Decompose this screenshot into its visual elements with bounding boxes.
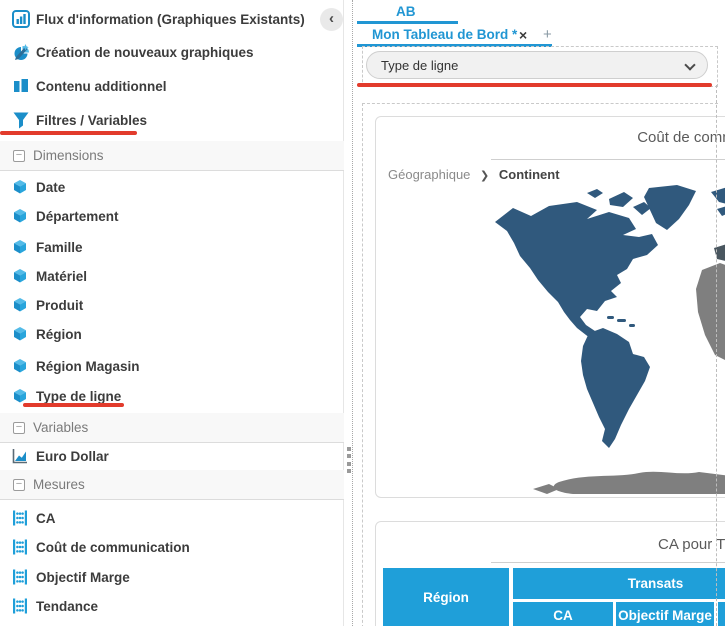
nav-label: Création de nouveaux graphiques — [36, 44, 254, 60]
cube-icon — [12, 268, 28, 284]
item-label: Objectif Marge — [36, 569, 130, 585]
tab-page[interactable]: Mon Tableau de Bord * — [372, 27, 518, 42]
table-header-objectif-marge[interactable]: Objectif Marge — [616, 602, 714, 626]
tab-underline — [357, 21, 458, 24]
nav-label: Contenu additionnel — [36, 78, 167, 94]
item-label: Type de ligne — [36, 388, 122, 404]
sidebar: Flux d'information (Graphiques Existants… — [0, 0, 344, 626]
breadcrumb-separator-icon: ❯ — [480, 170, 490, 182]
red-underline-annotation — [357, 83, 712, 87]
select-value: Type de ligne — [381, 57, 459, 73]
add-tab-icon[interactable]: + — [543, 26, 552, 43]
cube-icon — [12, 208, 28, 224]
close-tab-icon[interactable]: × — [519, 27, 528, 43]
area-chart-icon — [12, 448, 28, 464]
item-label: Région — [36, 326, 82, 342]
content-drop-zone — [362, 103, 718, 626]
abacus-icon — [12, 598, 28, 614]
cube-icon — [12, 326, 28, 342]
canvas-right-dashed-border — [716, 85, 717, 626]
sidebar-item-type-de-ligne[interactable]: Type de ligne — [0, 381, 344, 411]
item-label: Coût de communication — [36, 539, 190, 555]
item-label: Famille — [36, 239, 83, 255]
section-header-mesures[interactable]: − Mesures — [0, 470, 344, 500]
splitter-grip-handle[interactable] — [347, 447, 352, 473]
bar-chart-icon — [12, 10, 30, 28]
item-label: Tendance — [36, 598, 99, 614]
sidebar-collapse-button[interactable]: ‹ — [320, 8, 343, 31]
sidebar-item-famille[interactable]: Famille — [0, 232, 344, 262]
sidebar-item-flux-information[interactable]: Flux d'information (Graphiques Existants… — [0, 4, 344, 34]
table-header-transats[interactable]: Transats — [513, 568, 725, 599]
sidebar-item-cout-communication[interactable]: Coût de communication — [0, 532, 344, 562]
panel-title: Coût de communication — [637, 129, 725, 146]
cube-icon — [12, 388, 28, 404]
title-divider — [491, 159, 725, 160]
red-underline-annotation — [0, 131, 137, 135]
columns-icon — [12, 77, 30, 95]
tab-dashboard-group[interactable]: AB — [396, 4, 416, 19]
sidebar-item-objectif-marge[interactable]: Objectif Marge — [0, 562, 344, 592]
sidebar-item-materiel[interactable]: Matériel — [0, 261, 344, 291]
sidebar-item-ca[interactable]: CA — [0, 503, 344, 533]
breadcrumb-leaf: Continent — [498, 167, 560, 182]
sidebar-item-departement[interactable]: Département — [0, 201, 344, 231]
map-chart-panel: Coût de communication Géographique ❯ Con… — [375, 116, 725, 498]
title-divider — [491, 562, 725, 563]
table-header-region[interactable]: Région — [383, 568, 509, 626]
cube-icon — [12, 239, 28, 255]
data-table: Région Transats CA Objectif Marge — [383, 568, 725, 626]
nav-label: Flux d'information (Graphiques Existants… — [36, 11, 305, 27]
panel-title: CA pour Transats — [658, 536, 725, 553]
breadcrumb: Géographique ❯ Continent — [388, 167, 560, 182]
world-map[interactable] — [381, 185, 725, 497]
item-label: Produit — [36, 297, 84, 313]
cube-icon — [12, 179, 28, 195]
section-label: Variables — [33, 420, 89, 435]
tab-underline — [357, 44, 552, 47]
sidebar-item-euro-dollar[interactable]: Euro Dollar — [0, 441, 344, 471]
table-header-ca[interactable]: CA — [513, 602, 613, 626]
chevron-down-icon — [684, 59, 696, 71]
sidebar-item-contenu-additionnel[interactable]: Contenu additionnel — [0, 71, 344, 101]
abacus-icon — [12, 569, 28, 585]
cube-icon — [12, 297, 28, 313]
abacus-icon — [12, 539, 28, 555]
sidebar-item-creation-graphiques[interactable]: Création de nouveaux graphiques — [0, 37, 344, 67]
sidebar-item-region-magasin[interactable]: Région Magasin — [0, 351, 344, 381]
collapse-minus-icon[interactable]: − — [13, 479, 25, 491]
collapse-minus-icon[interactable]: − — [13, 422, 25, 434]
item-label: Matériel — [36, 268, 88, 284]
nav-label: Filtres / Variables — [36, 112, 148, 128]
table-header-cut — [718, 602, 725, 626]
sidebar-item-produit[interactable]: Produit — [0, 290, 344, 320]
breadcrumb-root[interactable]: Géographique — [388, 167, 471, 182]
section-label: Mesures — [33, 477, 85, 492]
abacus-icon — [12, 510, 28, 526]
sidebar-item-region[interactable]: Région — [0, 319, 344, 349]
section-label: Dimensions — [33, 148, 104, 163]
collapse-minus-icon[interactable]: − — [13, 150, 25, 162]
splitter-line — [352, 0, 353, 626]
item-label: CA — [36, 510, 56, 526]
red-underline-annotation — [23, 403, 124, 407]
item-label: Région Magasin — [36, 358, 140, 374]
funnel-icon — [12, 111, 30, 129]
sidebar-item-filtres-variables[interactable]: Filtres / Variables — [0, 105, 344, 135]
sidebar-item-date[interactable]: Date — [0, 172, 344, 202]
cube-icon — [12, 358, 28, 374]
item-label: Euro Dollar — [36, 448, 109, 464]
type-de-ligne-select[interactable]: Type de ligne — [366, 51, 708, 79]
table-chart-panel: CA pour Transats Région Transats CA Obje… — [375, 521, 725, 626]
section-header-variables[interactable]: − Variables — [0, 413, 344, 443]
item-label: Date — [36, 179, 66, 195]
item-label: Département — [36, 208, 119, 224]
sidebar-item-tendance[interactable]: Tendance — [0, 591, 344, 621]
section-header-dimensions[interactable]: − Dimensions — [0, 141, 344, 171]
new-chart-icon — [12, 43, 30, 61]
